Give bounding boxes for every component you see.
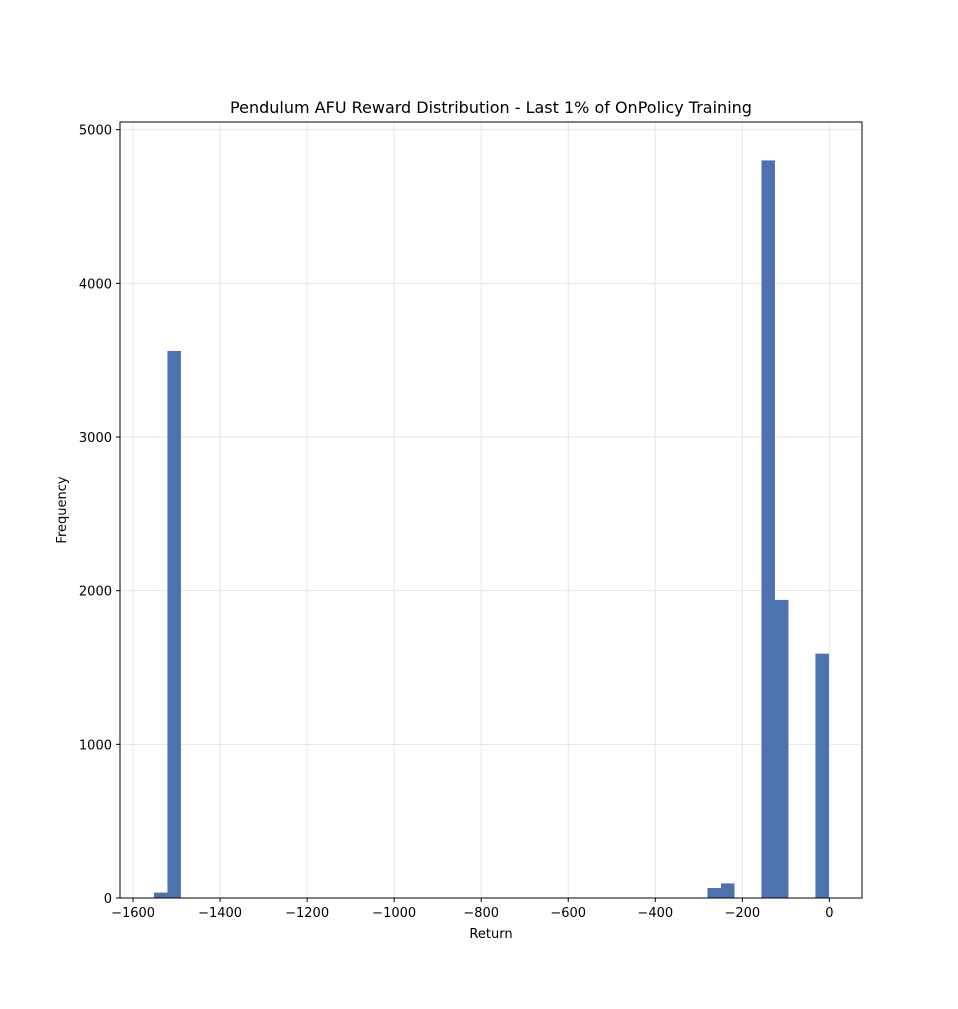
y-tick-label: 1000	[79, 738, 112, 753]
histogram-bar	[761, 160, 775, 899]
y-axis-ticks: 0 1000 2000 3000 4000 5000	[79, 124, 120, 907]
x-tick-label: −1600	[111, 906, 155, 921]
histogram-bar	[720, 883, 735, 898]
histogram-bar	[774, 599, 789, 898]
x-axis-label: Return	[469, 927, 512, 942]
x-tick-label: −1400	[198, 906, 242, 921]
plot-frame	[119, 121, 863, 899]
y-tick-label: 5000	[79, 124, 112, 139]
x-axis-ticks: −1600 −1400 −1200 −1000 −800 −600 −400 −200 0	[111, 898, 834, 921]
x-tick-label: −200	[724, 906, 760, 921]
x-tick-label: −800	[463, 906, 499, 921]
y-tick-label: 2000	[79, 585, 112, 600]
y-tick-label: 3000	[79, 431, 112, 446]
x-tick-label: 0	[825, 906, 833, 921]
x-tick-label: −1200	[285, 906, 329, 921]
bars	[153, 160, 829, 899]
y-axis-label: Frequency	[55, 476, 70, 543]
histogram-bar	[815, 653, 829, 898]
histogram-bar	[707, 888, 721, 898]
grid	[120, 122, 862, 899]
x-tick-label: −1000	[372, 906, 416, 921]
y-tick-label: 4000	[79, 277, 112, 292]
chart-title: Pendulum AFU Reward Distribution - Last …	[230, 98, 752, 117]
histogram-bar	[153, 892, 168, 898]
x-tick-label: −400	[637, 906, 673, 921]
histogram-bar	[167, 350, 181, 899]
y-tick-label: 0	[104, 892, 112, 907]
x-tick-label: −600	[550, 906, 586, 921]
